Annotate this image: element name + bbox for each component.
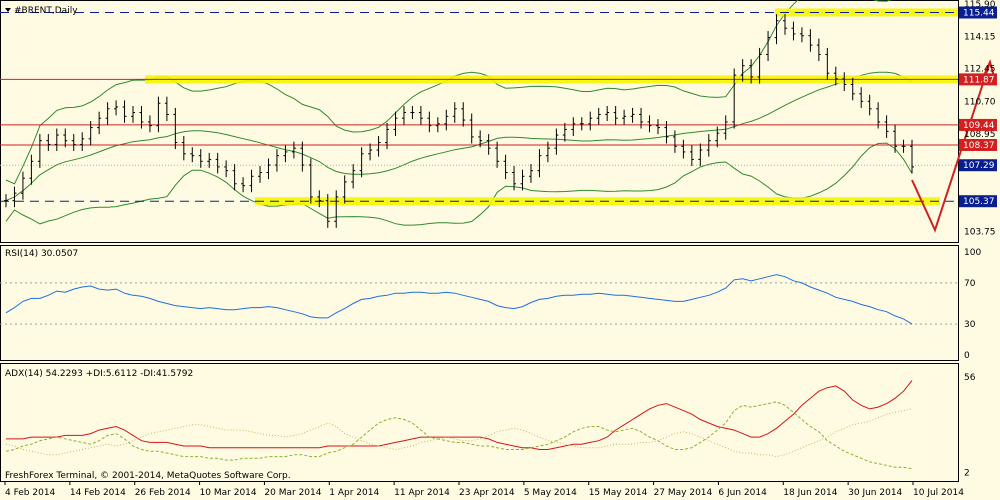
x-tick-10: 27 May 2014 bbox=[654, 488, 713, 498]
symbol-menu-triangle-icon[interactable] bbox=[5, 8, 11, 12]
level-label-box-5 bbox=[959, 195, 997, 208]
copyright-footer: FreshForex Terminal, © 2001-2014, MetaQu… bbox=[5, 471, 291, 481]
main-chart-title: #BRENT,Daily bbox=[14, 6, 78, 16]
yellow-zone-0 bbox=[775, 8, 958, 17]
x-tick-3: 10 Mar 2014 bbox=[200, 488, 257, 498]
adx-y-tick-0: 56 bbox=[964, 373, 976, 383]
level-label-4: 107.29 bbox=[963, 161, 995, 171]
level-label-box-1 bbox=[959, 73, 997, 86]
main-y-tick-4: 108.95 bbox=[964, 130, 996, 140]
level-label-box-3 bbox=[959, 138, 997, 151]
x-tick-11: 6 Jun 2014 bbox=[718, 488, 767, 498]
level-label-box-2 bbox=[959, 118, 997, 131]
yellow-zone-2 bbox=[255, 197, 940, 206]
x-tick-0: 4 Feb 2014 bbox=[5, 488, 56, 498]
level-label-1: 111.87 bbox=[963, 75, 995, 85]
x-tick-2: 26 Feb 2014 bbox=[135, 488, 191, 498]
forecast-arrow-line bbox=[911, 61, 991, 233]
level-label-box-0 bbox=[959, 6, 997, 19]
adx-pane-frame bbox=[0, 363, 959, 482]
rsi-y-tick-0: 100 bbox=[964, 248, 981, 258]
adx-title: ADX(14) 54.2293 +DI:5.6112 -DI:41.5792 bbox=[5, 369, 193, 379]
rsi-title: RSI(14) 30.0507 bbox=[5, 249, 78, 259]
adx-y-tick-1: 2 bbox=[964, 468, 970, 478]
adx-line-2 bbox=[5, 408, 913, 458]
level-label-2: 109.44 bbox=[963, 121, 995, 131]
rsi-line-0 bbox=[5, 274, 913, 325]
rsi-y-tick-2: 30 bbox=[964, 320, 976, 330]
main-y-tick-0: 115.90 bbox=[964, 0, 996, 10]
x-tick-12: 18 Jun 2014 bbox=[783, 488, 837, 498]
rsi-pane-frame bbox=[0, 245, 959, 361]
x-tick-14: 10 Jul 2014 bbox=[913, 488, 964, 498]
x-tick-5: 1 Apr 2014 bbox=[329, 488, 379, 498]
x-tick-4: 20 Mar 2014 bbox=[264, 488, 321, 498]
main-y-tick-3: 110.70 bbox=[964, 97, 996, 107]
main-y-tick-7: 103.75 bbox=[964, 228, 996, 238]
x-tick-1: 14 Feb 2014 bbox=[70, 488, 126, 498]
bollinger-middle-line bbox=[5, 71, 913, 202]
x-tick-6: 11 Apr 2014 bbox=[394, 488, 450, 498]
axis-layer: 115.90 114.15 112.45 110.70 108.95 107.29 105.… bbox=[4, 0, 997, 498]
x-tick-8: 5 May 2014 bbox=[524, 488, 577, 498]
rsi-y-tick-1: 70 bbox=[964, 279, 976, 289]
rsi-layer bbox=[0, 274, 958, 325]
level-label-3: 108.37 bbox=[963, 141, 995, 151]
x-tick-7: 23 Apr 2014 bbox=[459, 488, 515, 498]
level-label-box-4 bbox=[959, 159, 997, 172]
level-label-5: 105.37 bbox=[963, 197, 995, 207]
bollinger-lower-line bbox=[5, 142, 913, 226]
adx-layer bbox=[5, 380, 913, 470]
rsi-y-tick-3: 0 bbox=[964, 351, 970, 361]
main-y-tick-2: 112.45 bbox=[964, 65, 996, 75]
adx-line-0 bbox=[6, 380, 913, 450]
main-pane-frame bbox=[0, 0, 959, 243]
main-y-tick-1: 114.15 bbox=[964, 33, 996, 43]
x-tick-13: 30 Jun 2014 bbox=[848, 488, 902, 498]
main-price-layer bbox=[0, 0, 997, 233]
adx-line-1 bbox=[5, 401, 913, 470]
level-label-0: 115.44 bbox=[963, 8, 995, 18]
x-tick-9: 15 May 2014 bbox=[589, 488, 648, 498]
